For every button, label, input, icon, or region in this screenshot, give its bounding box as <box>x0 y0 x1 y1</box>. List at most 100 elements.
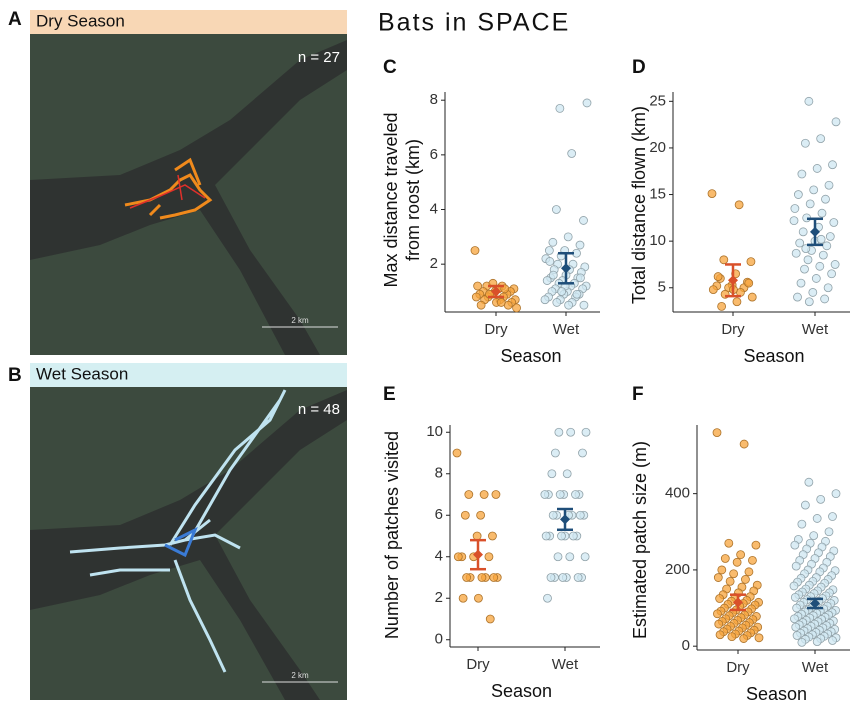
y-tick-label: 5 <box>658 279 666 296</box>
data-point <box>548 470 556 478</box>
y-tick-label: 6 <box>435 506 443 523</box>
data-point <box>812 274 820 282</box>
data-point <box>801 501 809 509</box>
data-point <box>569 532 577 540</box>
y-tick-label: 2 <box>430 255 438 272</box>
data-point <box>558 288 566 296</box>
y-tick-label: 10 <box>426 423 443 440</box>
data-point <box>809 288 817 296</box>
data-point <box>549 511 557 519</box>
data-point <box>748 293 756 301</box>
data-point <box>513 304 521 312</box>
data-point <box>741 575 749 583</box>
data-point <box>488 532 496 540</box>
data-point <box>714 273 722 281</box>
data-point <box>823 242 831 250</box>
data-point <box>544 594 552 602</box>
data-point <box>798 170 806 178</box>
data-point <box>817 495 825 503</box>
panel-label: A <box>8 9 22 30</box>
data-point <box>826 232 834 240</box>
data-point <box>805 298 813 306</box>
data-point <box>726 577 734 585</box>
data-point <box>478 573 486 581</box>
y-axis-title: Number of patches visited <box>382 431 402 639</box>
data-point <box>463 573 471 581</box>
data-point <box>832 490 840 498</box>
data-point <box>492 491 500 499</box>
data-point <box>728 633 736 641</box>
data-point <box>792 249 800 257</box>
data-point <box>474 282 482 290</box>
y-tick-label: 6 <box>430 146 438 163</box>
data-point <box>580 301 588 309</box>
x-tick-label: Dry <box>726 659 750 676</box>
data-point <box>490 573 498 581</box>
data-point <box>830 219 838 227</box>
data-point <box>556 491 564 499</box>
data-point <box>564 233 572 241</box>
data-point <box>465 491 473 499</box>
y-tick-label: 10 <box>649 232 666 249</box>
data-point <box>733 298 741 306</box>
data-point <box>801 139 809 147</box>
data-point <box>545 247 553 255</box>
data-point <box>716 631 724 639</box>
data-point <box>713 610 721 618</box>
y-tick-label: 8 <box>430 91 438 108</box>
data-point <box>720 256 728 264</box>
data-point <box>576 241 584 249</box>
x-tick-label: Wet <box>802 659 829 676</box>
panel-label: F <box>632 384 644 405</box>
data-point <box>581 553 589 561</box>
data-point <box>794 293 802 301</box>
data-point <box>740 635 748 643</box>
data-point <box>580 216 588 224</box>
data-point <box>477 301 485 309</box>
data-point <box>472 293 480 301</box>
data-point <box>813 514 821 522</box>
data-point <box>806 200 814 208</box>
data-point <box>821 295 829 303</box>
data-point <box>556 104 564 112</box>
data-point <box>576 274 584 282</box>
y-tick-label: 20 <box>649 139 666 156</box>
panel-label: C <box>383 57 397 78</box>
data-point <box>721 554 729 562</box>
n-label: n = 27 <box>298 49 340 66</box>
data-point <box>709 286 717 294</box>
y-tick-label: 400 <box>665 485 690 502</box>
data-point <box>798 638 806 646</box>
data-point <box>810 532 818 540</box>
panel-label: B <box>8 365 22 386</box>
data-point <box>791 593 799 601</box>
data-point <box>486 615 494 623</box>
data-point <box>790 217 798 225</box>
x-axis-title: Season <box>743 346 804 366</box>
data-point <box>797 279 805 287</box>
y-axis-title: from roost (km) <box>403 139 423 261</box>
data-point <box>831 260 839 268</box>
data-point <box>824 284 832 292</box>
data-point <box>554 553 562 561</box>
data-point <box>745 279 753 287</box>
data-point <box>547 573 555 581</box>
data-point <box>576 511 584 519</box>
data-point <box>819 251 827 259</box>
data-point <box>477 511 485 519</box>
data-point <box>813 638 821 646</box>
data-point <box>480 491 488 499</box>
data-point <box>825 181 833 189</box>
data-point <box>794 191 802 199</box>
y-tick-label: 15 <box>649 186 666 203</box>
data-point <box>752 541 760 549</box>
data-point <box>716 595 724 603</box>
data-point <box>790 582 798 590</box>
data-point <box>461 511 469 519</box>
data-point <box>735 201 743 209</box>
data-point <box>793 632 801 640</box>
data-point <box>755 634 763 642</box>
data-point <box>551 449 559 457</box>
data-point <box>832 118 840 126</box>
data-point <box>799 228 807 236</box>
